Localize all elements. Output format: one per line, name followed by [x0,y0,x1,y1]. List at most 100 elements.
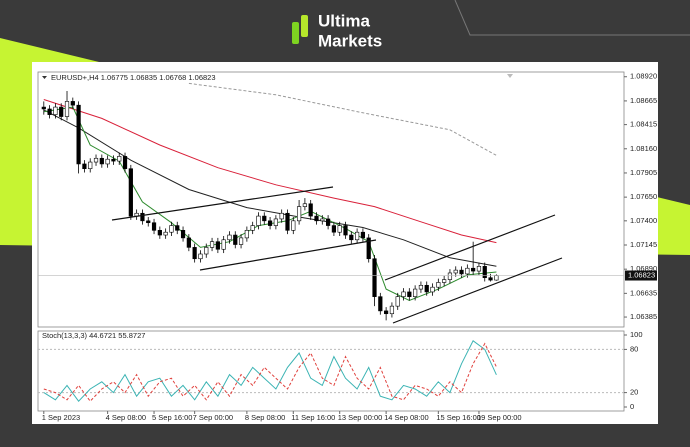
candle-body [401,291,406,297]
brand-line2: Markets [318,31,382,50]
candle-body [238,237,244,245]
candle-body [256,215,261,226]
indicator-line [188,82,497,156]
trendline [384,214,556,281]
logo-bar [292,22,299,44]
last-price-box [625,270,657,281]
y-tick-label: 1.08160 [630,144,657,153]
y-tick-label: 20 [630,388,638,397]
x-tick-label: 14 Sep 08:00 [384,413,429,422]
candle-body [76,104,81,165]
candle-body [111,158,116,162]
candle-body [331,225,337,233]
y-tick-label: 1.07145 [630,240,657,249]
candle-body [209,241,215,248]
candle-body [64,101,70,117]
y-tick-label: 1.07905 [630,168,657,177]
candle-body [349,234,354,241]
candle-body [291,220,296,231]
candle-body [244,230,249,239]
candle-body [378,296,383,312]
candle-body [296,206,302,222]
candle-body [471,267,476,272]
candle-body [70,101,75,106]
shift-marker [507,74,513,78]
candle-body [459,269,464,275]
candle-body [355,231,360,241]
candle-body [384,310,389,315]
candle-body [250,225,255,231]
candle-body [494,275,499,281]
y-tick-label: 1.08920 [630,72,657,81]
chart-panel [32,62,658,424]
candle-body [221,239,226,250]
candle-body [407,291,412,297]
candle-body [366,237,371,260]
candle-body [99,157,104,165]
candle-body [372,258,377,297]
candle-body [53,106,58,115]
candle-body [447,272,453,280]
candle-body [82,163,87,169]
candle-body [151,222,157,231]
candle-body [337,225,342,233]
candle-body [314,215,319,222]
candle-body [436,282,441,288]
candle-body [320,218,325,222]
candle-body [122,156,128,169]
candle-body [198,253,203,260]
candle-body [360,231,366,239]
y-tick-label: 0 [630,402,634,411]
x-tick-label: 15 Sep 16:00 [436,413,481,422]
candle-body [128,168,133,217]
candle-body [262,215,267,222]
y-tick-label: 1.06635 [630,288,657,297]
candle-body [163,231,168,236]
candle-body [157,230,162,236]
candle-body [204,247,209,255]
price-title: EURUSD+,H4 1.06775 1.06835 1.06768 1.068… [51,73,216,82]
trendlines [111,186,563,324]
candle-body [88,161,93,169]
x-tick-label: 13 Sep 00:00 [338,413,383,422]
candle-body [273,218,278,226]
x-tick-label: 19 Sep 00:00 [477,413,522,422]
x-tick-label: 1 Sep 2023 [42,413,80,422]
candle-body [93,157,99,163]
menu-arrow [42,76,47,79]
candle-body [140,212,145,222]
candle-body [186,237,191,248]
candle-body [395,296,400,307]
trendline [392,257,563,324]
candle-body [227,234,232,241]
decor-line [454,0,690,36]
candle-body [488,277,493,281]
candle-body [482,266,487,279]
candle-body [279,212,284,220]
candle-body [105,158,110,165]
candle-body [418,284,424,290]
candle-body [302,203,307,207]
y-tick-label: 100 [630,330,643,339]
candle-body [453,269,458,274]
candle-body [343,225,348,236]
candle-body [192,247,197,260]
candle-body [175,225,180,231]
y-tick-label: 1.06890 [630,264,657,273]
stoch-plot-frame [37,330,625,412]
y-tick-label: 1.08665 [630,96,657,105]
x-tick-label: 8 Sep 08:00 [245,413,285,422]
indicator-line [43,340,497,402]
candle-body [465,267,470,275]
x-tick-label: 11 Sep 16:00 [291,413,335,422]
indicator-line [43,342,497,402]
candle-body [308,203,313,217]
y-tick-label: 1.07650 [630,192,657,201]
brand-line1: Ultima [318,11,371,30]
candle-body [41,106,46,110]
x-tick-label: 7 Sep 00:00 [193,413,233,422]
candle-body [117,156,122,162]
indicator-line [43,109,497,267]
candle-body [442,279,447,283]
